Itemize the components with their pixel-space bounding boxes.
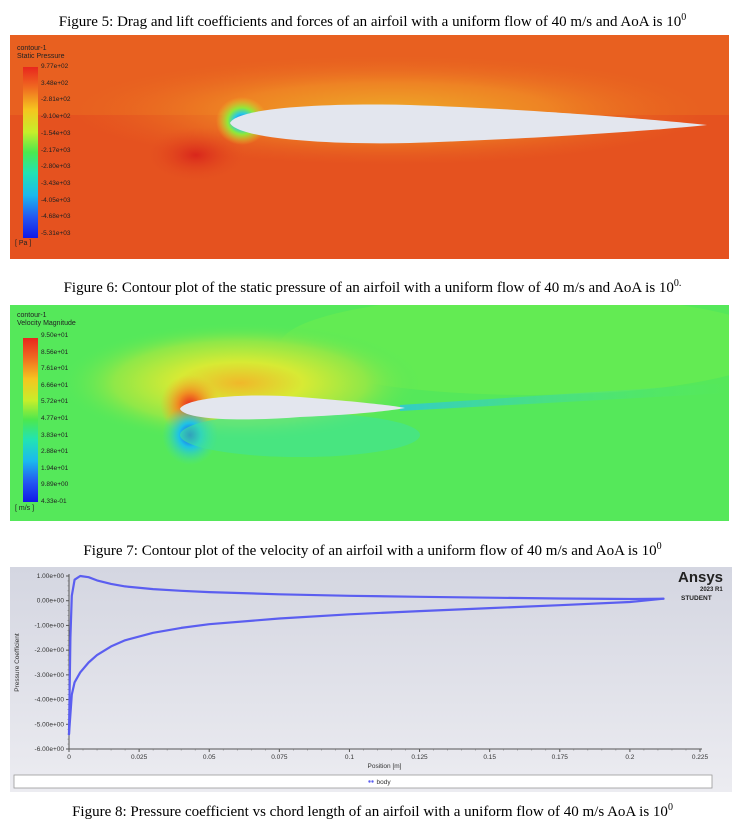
x-tick-label: 0.225: [692, 754, 709, 761]
legend-level-label: -1.54e+03: [41, 129, 71, 137]
static-pressure-contour: contour-1 Static Pressure 9.77e+02 3.48e+0…: [10, 35, 729, 259]
figure-7-caption: Figure 7: Contour plot of the velocity o…: [83, 541, 662, 559]
legend-level-label: 8.56e+01: [41, 348, 69, 356]
legend-level-label: -2.17e+03: [41, 146, 71, 154]
y-tick-label: -2.00e+00: [35, 647, 65, 654]
legend-marker: [368, 780, 371, 783]
legend-level-label: 7.61e+01: [41, 365, 69, 373]
ansys-edition: STUDENT: [681, 595, 712, 602]
pressure-coefficient-plot: 1.00e+00 0.00e+00 -1.00e+00 -2.00e+00 -3.00e…: [10, 567, 732, 792]
x-axis-label: Position [m]: [368, 763, 402, 770]
legend-level-label: 2.88e+01: [41, 448, 69, 456]
x-tick-label: 0: [67, 754, 71, 761]
legend-level-label: 1.94e+01: [41, 464, 69, 472]
figure-6-caption: Figure 6: Contour plot of the static pre…: [63, 278, 682, 296]
y-tick-label: 0.00e+00: [37, 598, 65, 605]
x-tick-label: 0.1: [345, 754, 354, 761]
legend-level-label: 3.48e+02: [41, 79, 69, 87]
figure-8-caption: Figure 8: Pressure coefficient vs chord …: [72, 802, 673, 820]
legend-level-label: 9.89e+00: [41, 481, 69, 489]
velocity-field: [10, 305, 729, 521]
ansys-version: 2023 R1: [700, 587, 723, 593]
pressure-legend-unit: [ Pa ]: [15, 240, 32, 247]
y-tick-label: -5.00e+00: [35, 721, 65, 728]
y-tick-label: 1.00e+00: [37, 573, 65, 580]
x-tick-label: 0.025: [131, 754, 148, 761]
y-tick-label: -1.00e+00: [35, 622, 65, 629]
legend-marker: [371, 780, 374, 783]
pressure-field: [10, 35, 729, 259]
x-tick-label: 0.2: [625, 754, 634, 761]
legend-box: [13, 774, 713, 789]
x-tick-label: 0.05: [203, 754, 216, 761]
legend-level-label: 4.77e+01: [41, 415, 69, 422]
legend-level-label: -3.43e+03: [41, 179, 71, 187]
legend-level-label: 4.33e-01: [41, 498, 67, 505]
y-tick-label: -4.00e+00: [35, 697, 65, 704]
cp-chart: 1.00e+00 0.00e+00 -1.00e+00 -2.00e+00 -3.00e…: [10, 567, 732, 792]
legend-level-label: -2.80e+03: [41, 163, 71, 171]
x-tick-label: 0.075: [271, 754, 288, 761]
legend-level-label: 6.66e+01: [41, 381, 69, 389]
legend-level-label: -4.05e+03: [41, 196, 71, 204]
velocity-legend-unit: [ m/s ]: [15, 505, 35, 512]
legend-level-label: -5.31e+03: [41, 230, 71, 237]
x-tick-label: 0.175: [552, 754, 569, 761]
legend-level-label: -2.81e+02: [41, 96, 71, 104]
velocity-contour: contour-1 Velocity Magnitude 9.50e+01 8.56…: [10, 305, 729, 521]
ansys-logo: Ansys: [678, 569, 724, 586]
x-tick-label: 0.125: [411, 754, 428, 761]
pressure-legend-title: contour-1 Static Pressure: [17, 45, 65, 60]
legend-label: body: [377, 779, 392, 786]
figure-5-caption: Figure 5: Drag and lift coefficients and…: [58, 12, 687, 30]
legend-level-label: 9.77e+02: [41, 63, 69, 70]
y-tick-label: -3.00e+00: [35, 672, 65, 679]
x-tick-label: 0.15: [483, 754, 496, 761]
y-tick-label: -6.00e+00: [35, 746, 65, 753]
y-axis-label: Pressure Coefficient: [14, 633, 21, 692]
cp-curve-upper: [67, 597, 665, 736]
legend-level-label: -4.68e+03: [41, 213, 71, 221]
cp-curve-lower: [67, 574, 665, 736]
velocity-legend-title: contour-1 Velocity Magnitude: [17, 312, 76, 327]
legend-level-label: 3.83e+01: [41, 431, 69, 439]
legend-level-label: 5.72e+01: [41, 398, 69, 406]
legend-level-label: -9.10e+02: [41, 113, 71, 121]
legend-level-label: 9.50e+01: [41, 332, 69, 339]
